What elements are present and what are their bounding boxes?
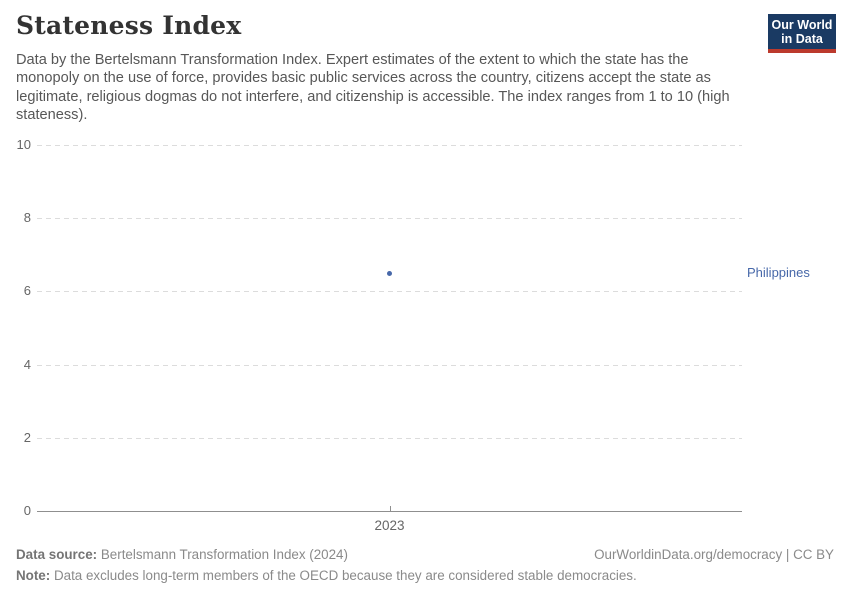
gridline (37, 364, 742, 366)
y-axis-tick-label: 8 (23, 210, 31, 226)
data-source-label: Data source: (16, 547, 98, 562)
data-source-value: Bertelsmann Transformation Index (2024) (100, 547, 348, 562)
entity-label-philippines: Philippines (747, 265, 810, 281)
y-axis-tick-label: 10 (16, 137, 31, 152)
x-axis-tick-label: 2023 (374, 518, 405, 533)
chart-footer: Data source: Bertelsmann Transformation … (16, 547, 834, 584)
owid-logo-line1: Our World (771, 18, 833, 32)
gridline (37, 437, 742, 439)
note-label: Note: (16, 568, 51, 583)
chart-subtitle: Data by the Bertelsmann Transformation I… (16, 52, 730, 124)
x-tick-mark (389, 506, 391, 511)
owid-logo-line2: in Data (781, 32, 823, 46)
owid-logo: Our World in Data (768, 14, 836, 53)
gridline (37, 145, 742, 146)
footer-source-row: Data source: Bertelsmann Transformation … (16, 547, 834, 563)
note-value: Data excludes long-term members of the O… (53, 568, 637, 583)
gridline (37, 291, 742, 293)
y-axis-tick-label: 4 (23, 356, 31, 372)
gridline (37, 218, 742, 220)
footer-note-row: Note: Data excludes long-term members of… (16, 568, 834, 584)
x-axis-line (37, 511, 742, 512)
credit-link[interactable]: OurWorldinData.org/democracy | CC BY (594, 547, 834, 562)
y-axis-tick-label: 6 (23, 283, 31, 299)
chart-title: Stateness Index (16, 11, 242, 40)
data-source: Data source: Bertelsmann Transformation … (16, 547, 348, 563)
y-axis-tick-label: 0 (23, 503, 31, 518)
y-axis-tick-label: 2 (23, 429, 31, 445)
data-point-philippines (387, 270, 392, 276)
